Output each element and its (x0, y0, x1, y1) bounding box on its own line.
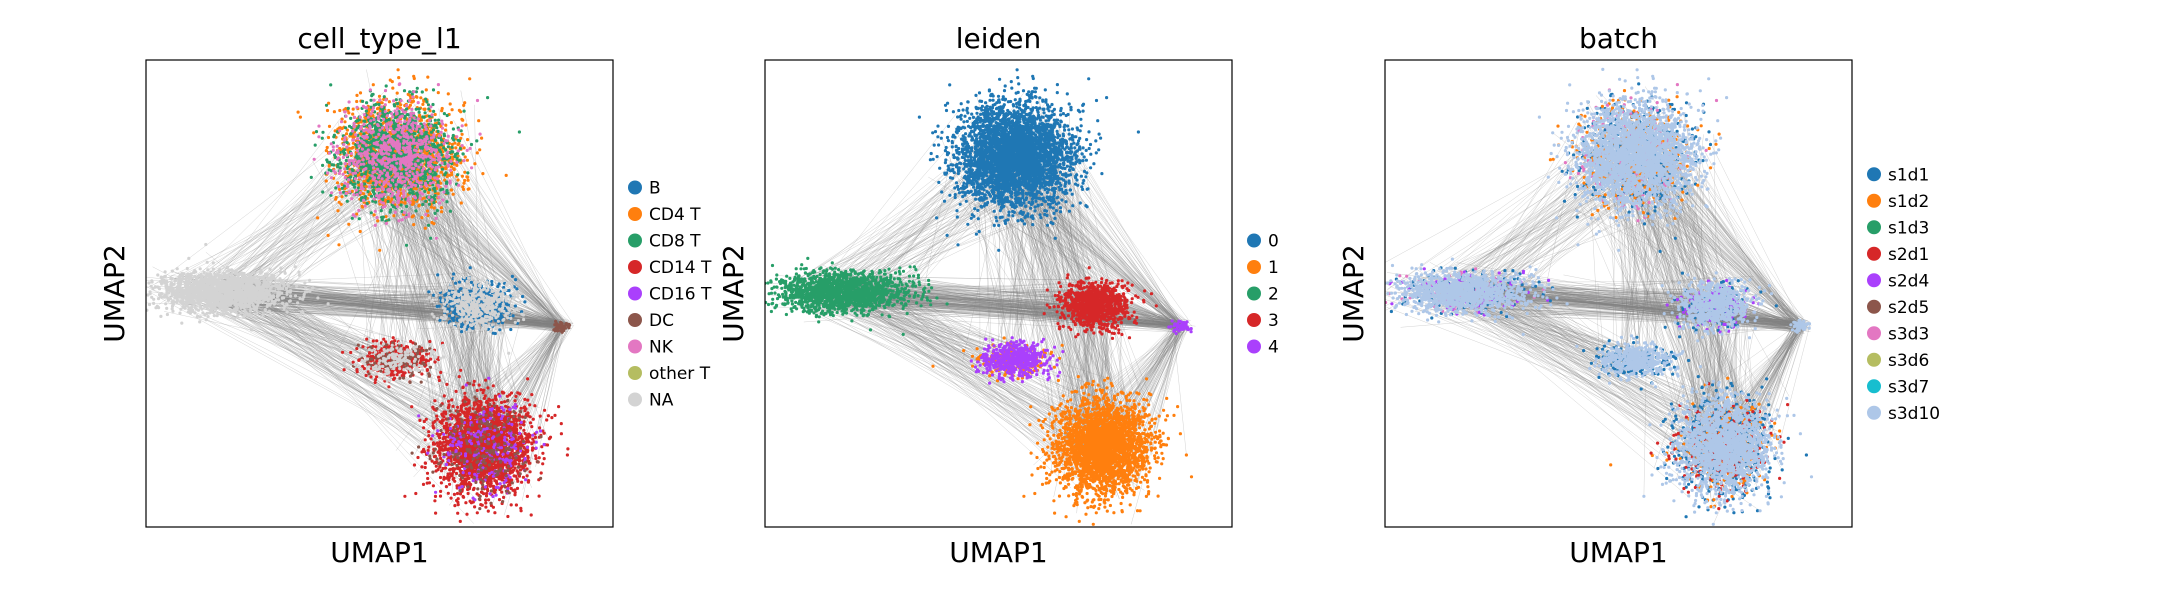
legend-label: B (649, 179, 661, 199)
legend-item: 1 (1247, 258, 1279, 278)
legend-item: s3d3 (1867, 324, 1929, 344)
legend-item: s2d1 (1867, 245, 1929, 265)
legend-marker (1867, 194, 1881, 208)
panel-title: leiden (956, 22, 1042, 55)
legend-marker (628, 393, 642, 407)
legend-label: NA (649, 391, 674, 411)
legend-item: s1d2 (1867, 192, 1929, 212)
legend-marker (1867, 353, 1881, 367)
legend-marker (1247, 287, 1261, 301)
legend-marker (1867, 247, 1881, 261)
legend-item: s1d1 (1867, 165, 1929, 185)
legend-marker (1247, 313, 1261, 327)
legend-marker (1247, 340, 1261, 354)
legend-item: s2d4 (1867, 271, 1929, 291)
legend-label: s3d7 (1888, 377, 1929, 397)
legend-label: s3d10 (1888, 404, 1940, 424)
legend-item: s1d3 (1867, 218, 1929, 238)
legend-label: 4 (1268, 338, 1279, 358)
legend-marker (1867, 300, 1881, 314)
legend-label: s1d2 (1888, 192, 1929, 212)
legend-label: DC (649, 311, 674, 331)
panel-cell_type_l1: cell_type_l1 UMAP1 UMAP2 B CD4 T CD8 T CD14 T C… (98, 22, 712, 569)
legend-item: CD16 T (628, 285, 712, 305)
legend: 0 1 2 3 4 (1247, 232, 1279, 358)
y-axis-label: UMAP2 (98, 244, 131, 343)
legend-marker (1247, 234, 1261, 248)
legend-marker (628, 366, 642, 380)
legend-marker (1867, 326, 1881, 340)
legend-marker (628, 287, 642, 301)
x-axis-label: UMAP1 (330, 536, 429, 569)
legend-label: CD4 T (649, 205, 701, 225)
plot-area (114, 68, 574, 523)
legend-label: s2d5 (1888, 298, 1929, 318)
legend-item: 4 (1247, 338, 1279, 358)
legend-marker (1867, 167, 1881, 181)
panel-batch: batchUMAP1UMAP2s1d1s1d2s1d3s2d1s2d4s2d5s… (1337, 22, 1940, 569)
legend-marker (628, 260, 642, 274)
legend-marker (1247, 260, 1261, 274)
legend-item: s2d5 (1867, 298, 1929, 318)
legend-item: CD8 T (628, 232, 701, 252)
legend-label: s3d6 (1888, 351, 1929, 371)
legend-marker (628, 207, 642, 221)
panel-leiden: leiden UMAP1 UMAP2 0 1 2 3 4 (717, 22, 1279, 569)
legend-label: 1 (1268, 258, 1279, 278)
legend-item: s3d6 (1867, 351, 1929, 371)
legend-label: s1d1 (1888, 165, 1929, 185)
legend: B CD4 T CD8 T CD14 T CD16 T DC NK other T NA (628, 179, 712, 411)
plot-area (1359, 33, 1814, 526)
x-axis-label: UMAP1 (949, 536, 1048, 569)
legend-item: B (628, 179, 661, 199)
legend-label: NK (649, 338, 674, 358)
legend-label: CD14 T (649, 258, 712, 278)
legend-label: CD16 T (649, 285, 712, 305)
legend-item: other T (628, 364, 711, 384)
legend-marker (628, 181, 642, 195)
legend-label: other T (649, 364, 711, 384)
legend-item: s3d10 (1867, 404, 1940, 424)
legend-marker (1867, 379, 1881, 393)
legend-label: s3d3 (1888, 324, 1929, 344)
legend-item: 0 (1247, 232, 1279, 252)
legend-item: CD4 T (628, 205, 701, 225)
legend-label: s1d3 (1888, 218, 1929, 238)
legend-label: s2d1 (1888, 245, 1929, 265)
legend-label: CD8 T (649, 232, 701, 252)
y-axis-label: UMAP2 (717, 244, 750, 343)
panel-title: cell_type_l1 (297, 22, 461, 55)
legend-marker (1867, 273, 1881, 287)
legend-marker (628, 234, 642, 248)
legend-item: 3 (1247, 311, 1279, 331)
legend-marker (628, 313, 642, 327)
y-axis-label: UMAP2 (1337, 244, 1370, 343)
plot-area (747, 33, 1196, 526)
legend-label: 2 (1268, 285, 1279, 305)
legend-marker (628, 340, 642, 354)
legend-label: 0 (1268, 232, 1279, 252)
legend-label: s2d4 (1888, 271, 1929, 291)
legend-item: s3d7 (1867, 377, 1929, 397)
legend-marker (1867, 406, 1881, 420)
x-axis-label: UMAP1 (1569, 536, 1668, 569)
legend-marker (1867, 220, 1881, 234)
legend-item: NA (628, 391, 674, 411)
legend-label: 3 (1268, 311, 1279, 331)
legend-item: NK (628, 338, 674, 358)
legend-item: DC (628, 311, 674, 331)
legend-item: CD14 T (628, 258, 712, 278)
legend-item: 2 (1247, 285, 1279, 305)
panel-title: batch (1579, 22, 1658, 55)
legend: s1d1 s1d2 s1d3 s2d1 s2d4 s2d5 s3d3 s3d6 s3d7 s3d1… (1867, 165, 1940, 424)
